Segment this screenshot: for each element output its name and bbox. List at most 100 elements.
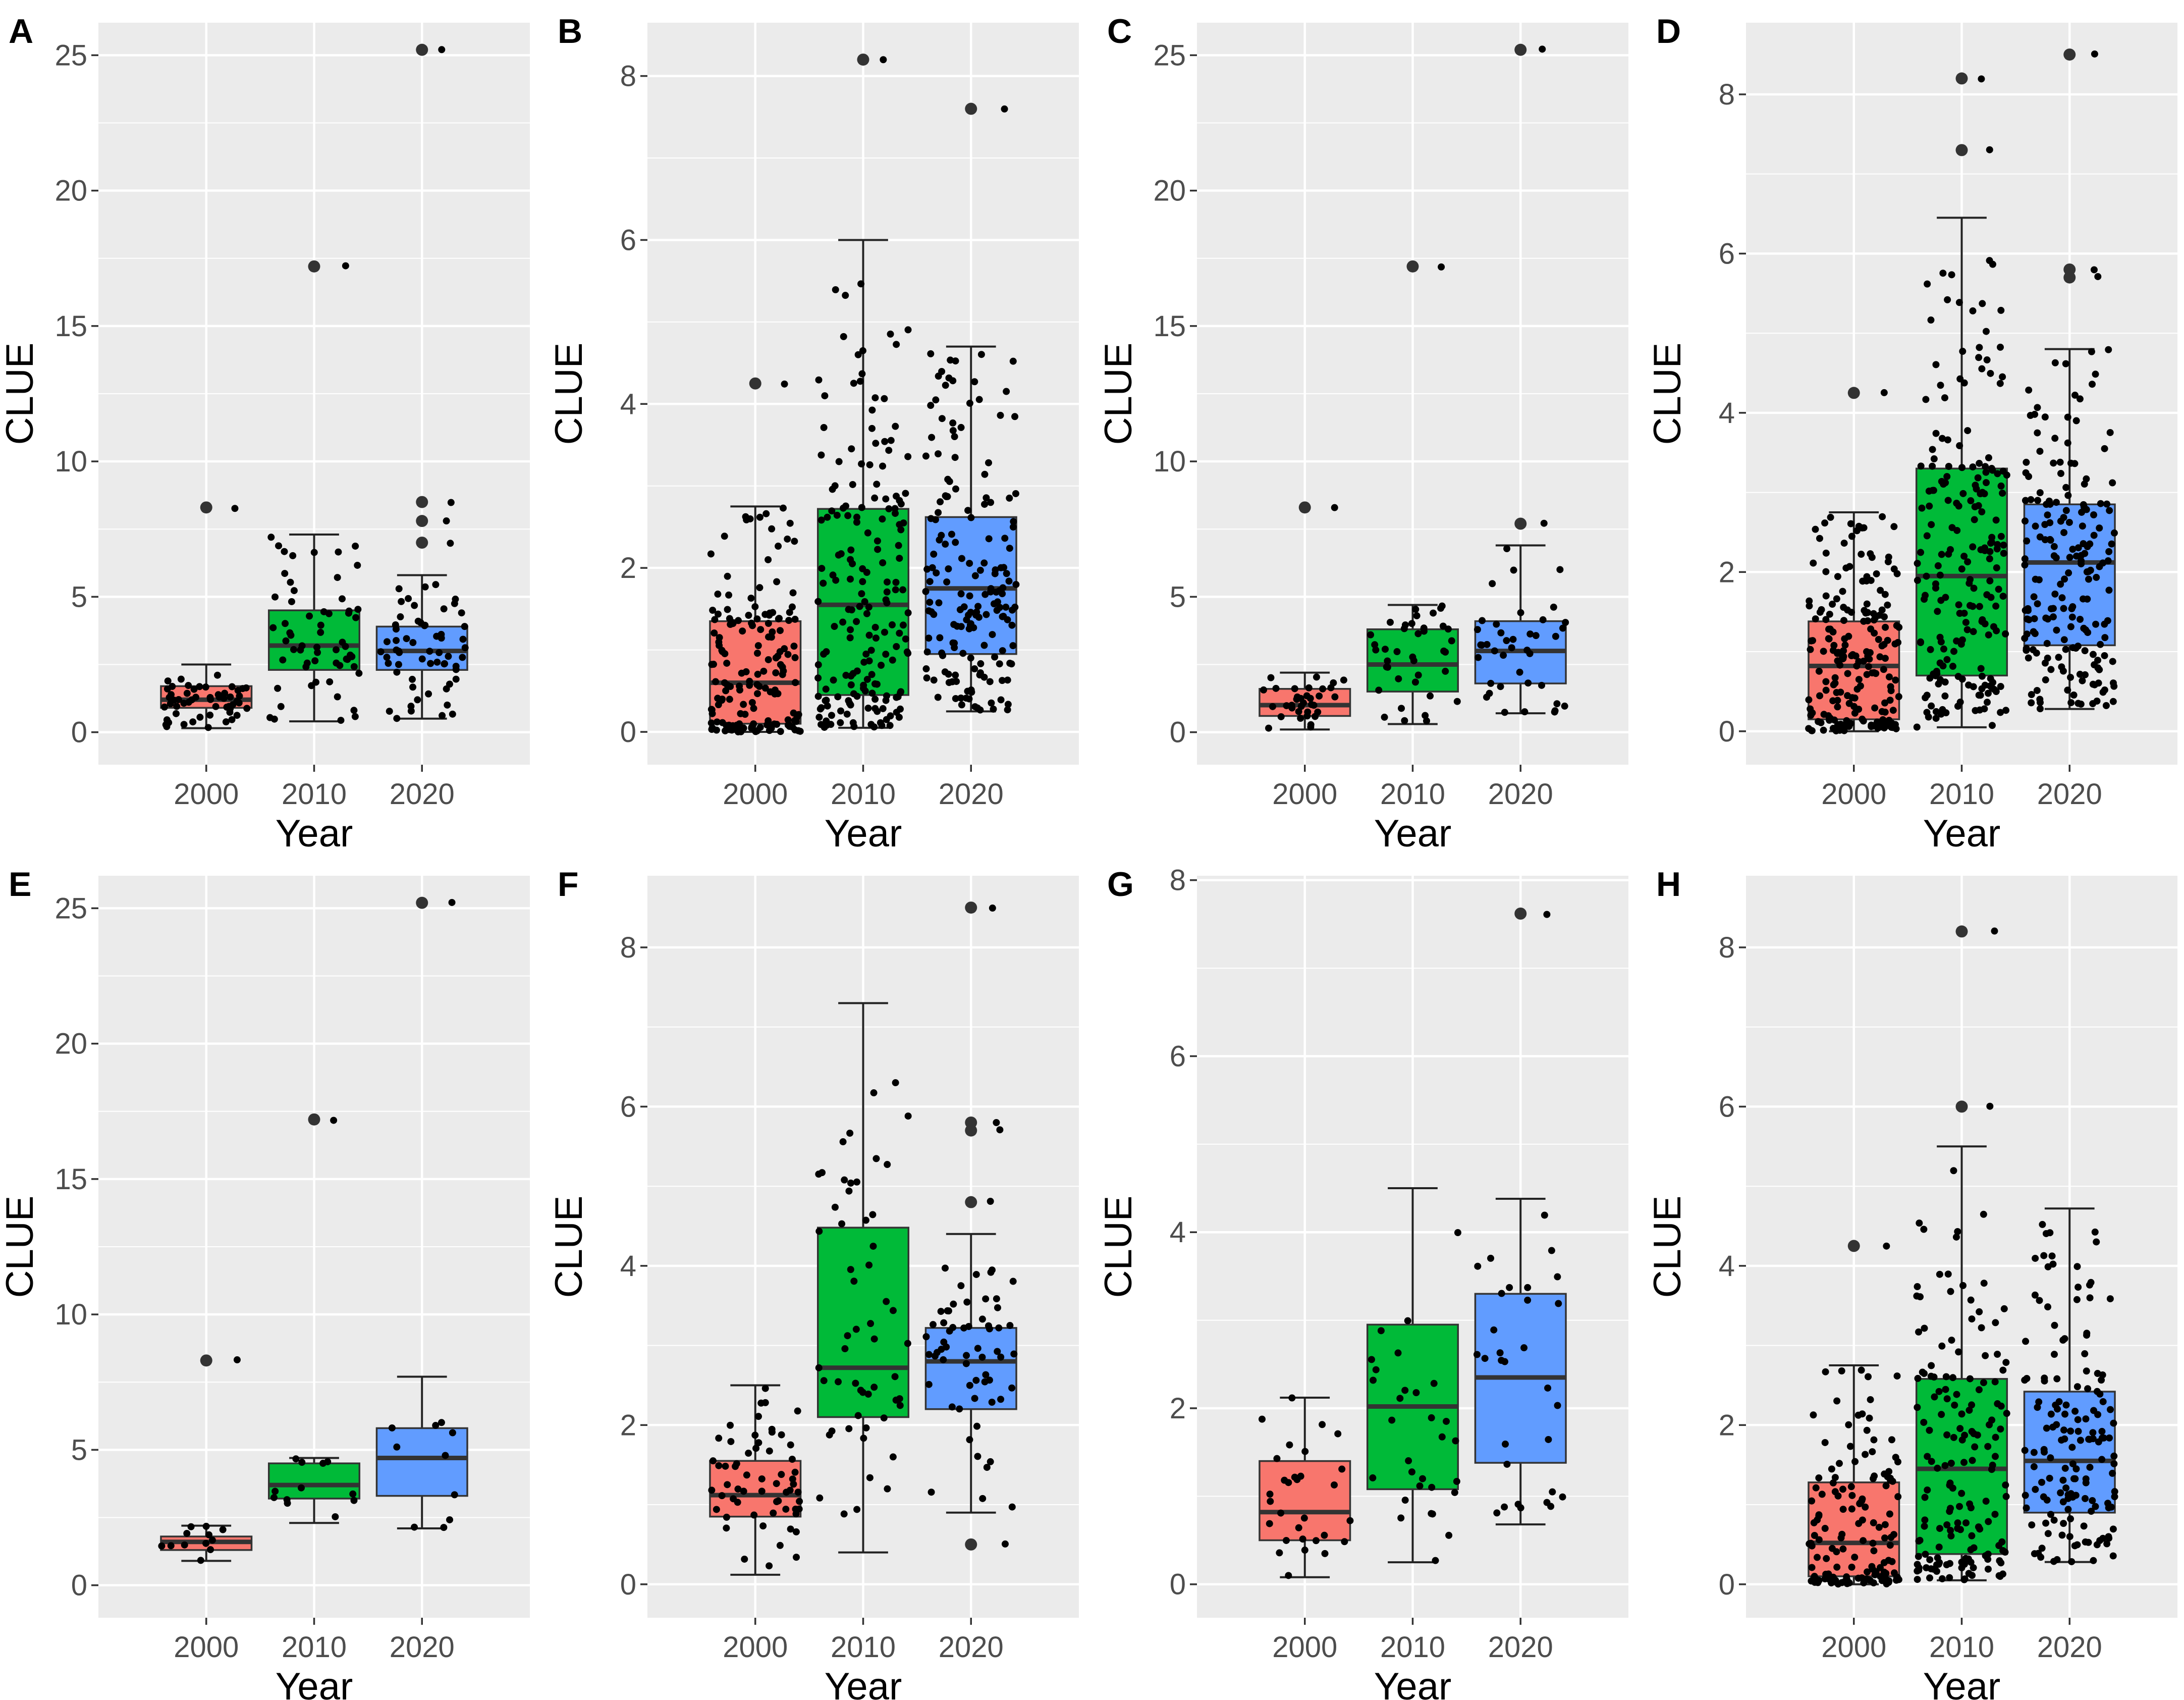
jitter-point	[883, 588, 891, 596]
outlier-point	[1955, 925, 1968, 938]
jitter-point	[290, 587, 298, 595]
jitter-point	[878, 661, 885, 669]
jitter-point	[1526, 630, 1534, 638]
jitter-point	[883, 716, 890, 723]
jitter-point	[709, 606, 717, 614]
jitter-point	[1288, 704, 1296, 712]
jitter-point	[888, 621, 896, 628]
jitter-point	[1935, 1388, 1943, 1395]
jitter-point	[709, 661, 717, 668]
jitter-point	[786, 609, 793, 616]
jitter-point	[1967, 1546, 1975, 1554]
jitter-point	[1384, 657, 1391, 665]
jitter-point	[1959, 348, 1967, 355]
jitter-point	[2093, 1238, 2100, 1246]
jitter-point	[891, 1373, 899, 1380]
jitter-point	[711, 616, 719, 623]
jitter-point	[1982, 463, 1989, 470]
jitter-point	[2043, 1424, 2050, 1432]
jitter-point	[775, 1497, 782, 1505]
jitter-point	[787, 1441, 794, 1449]
jitter-point	[2086, 1463, 2094, 1471]
jitter-point	[1559, 1493, 1566, 1501]
x-tick-label: 2000	[723, 1631, 788, 1664]
jitter-point	[2093, 573, 2100, 581]
jitter-point	[1983, 356, 1991, 364]
jitter-point	[966, 1436, 973, 1444]
x-tick-label: 2000	[1821, 778, 1886, 811]
y-tick-label: 0	[620, 716, 636, 749]
jitter-point	[948, 1403, 956, 1411]
y-tick-label: 4	[620, 1250, 636, 1283]
y-tick-label: 0	[71, 1569, 87, 1602]
y-tick-label: 6	[1170, 1040, 1186, 1073]
jitter-point	[298, 1484, 305, 1492]
jitter-point	[1976, 1308, 1983, 1315]
jitter-point	[1949, 1374, 1957, 1382]
jitter-point	[385, 660, 392, 667]
jitter-point	[865, 603, 872, 611]
jitter-point	[820, 1377, 828, 1385]
outlier-point	[200, 1354, 212, 1367]
jitter-point	[794, 1407, 801, 1415]
jitter-point	[1321, 1531, 1328, 1539]
jitter-point	[1942, 594, 1949, 601]
jitter-point	[1956, 610, 1963, 617]
jitter-point	[383, 638, 391, 646]
jitter-point	[1879, 513, 1886, 520]
jitter-point	[756, 584, 763, 592]
jitter-point	[949, 427, 957, 435]
jitter-point	[818, 565, 826, 572]
jitter-point	[1884, 1577, 1891, 1585]
jitter-point	[2089, 381, 2096, 388]
jitter-point	[1884, 558, 1892, 565]
jitter-point	[326, 678, 334, 685]
jitter-point	[2109, 1525, 2117, 1533]
jitter-point	[2041, 536, 2049, 544]
jitter-point	[792, 1505, 799, 1513]
jitter-point	[1988, 684, 1996, 692]
jitter-point	[1985, 454, 1992, 461]
jitter-point	[1847, 520, 1854, 527]
jitter-point	[753, 727, 761, 734]
jitter-point	[440, 1524, 448, 1531]
y-axis-title: CLUE	[548, 343, 590, 445]
jitter-point	[163, 716, 171, 724]
jitter-point	[993, 1295, 1000, 1303]
jitter-point	[2051, 590, 2059, 598]
jitter-point	[2057, 470, 2064, 477]
jitter-point	[1932, 430, 1940, 437]
jitter-point	[2028, 699, 2035, 707]
jitter-point	[1962, 1519, 1970, 1527]
jitter-point	[925, 634, 933, 642]
jitter-point	[1920, 1226, 1928, 1233]
jitter-point	[2034, 497, 2042, 504]
jitter-point	[767, 688, 774, 696]
jitter-point	[932, 516, 939, 523]
jitter-point	[733, 721, 741, 729]
jitter-point	[461, 644, 469, 652]
jitter-point	[2080, 624, 2088, 632]
jitter-point	[350, 1497, 358, 1504]
jitter-point	[834, 693, 842, 701]
jitter-point	[2072, 1465, 2080, 1473]
jitter-point	[895, 714, 903, 721]
jitter-point	[884, 1485, 891, 1493]
x-tick-label: 2020	[939, 778, 1004, 811]
jitter-point	[923, 565, 931, 573]
jitter-point	[1996, 1573, 2004, 1580]
jitter-point	[1881, 1521, 1889, 1528]
outlier-point	[1847, 1240, 1860, 1252]
jitter-point	[775, 543, 782, 550]
jitter-point	[958, 555, 965, 562]
jitter-point	[2042, 1519, 2050, 1527]
jitter-point	[1873, 570, 1880, 577]
jitter-point	[814, 674, 822, 682]
jitter-point	[925, 1380, 933, 1388]
jitter-point	[1517, 1504, 1524, 1512]
jitter-point	[1816, 608, 1824, 616]
outlier-point	[1514, 43, 1527, 56]
outlier-point	[1847, 387, 1860, 399]
jitter-point	[333, 659, 340, 667]
